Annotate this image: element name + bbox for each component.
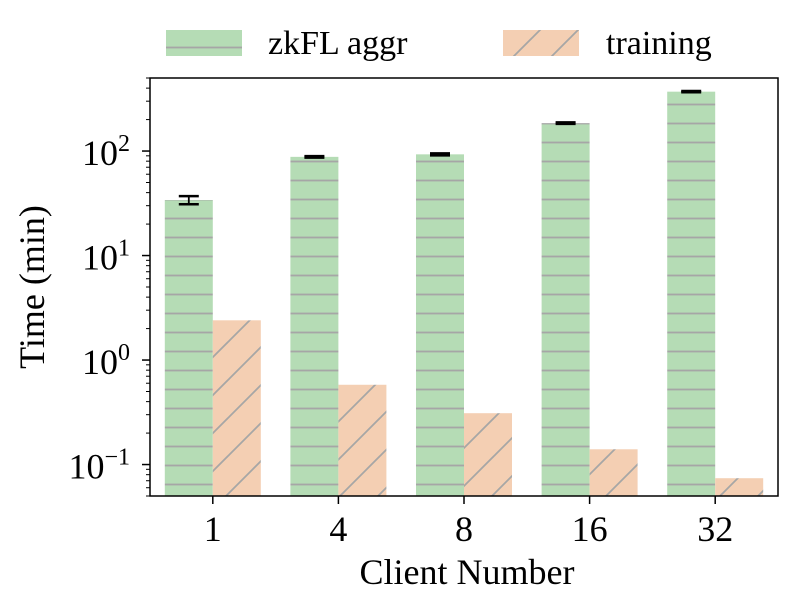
bar-zkfl-aggr-1: [164, 200, 213, 497]
y-axis: 10−1 100 101 102: [68, 77, 150, 497]
x-tick-label-32: 32: [697, 509, 733, 549]
bar-zkfl-aggr-4: [290, 156, 339, 496]
x-axis-label: Client Number: [360, 552, 575, 592]
bar-zkfl-aggr-16: [541, 123, 590, 496]
bar-zkfl-aggr-32: [667, 91, 716, 496]
y-tick-label-100: 102: [82, 131, 130, 173]
bar-training-16: [589, 449, 638, 496]
legend: zkFL aggr training: [166, 25, 712, 62]
y-tick-label-1: 100: [82, 340, 130, 382]
x-tick-label-8: 8: [455, 509, 473, 549]
legend-label-training: training: [606, 25, 712, 62]
x-tick-label-1: 1: [204, 509, 222, 549]
bar-zkfl-aggr-8: [416, 154, 464, 497]
x-tick-label-16: 16: [572, 509, 608, 549]
bar-training-32: [715, 478, 764, 496]
legend-swatch-training: [503, 30, 579, 56]
x-axis: 1 4 8 16 32: [204, 496, 733, 549]
legend-label-zkfl-aggr: zkFL aggr: [268, 25, 408, 62]
legend-swatch-zkfl-aggr: [166, 30, 242, 56]
x-tick-label-4: 4: [329, 509, 347, 549]
bar-training-8: [464, 413, 512, 496]
bars: [164, 91, 764, 497]
y-axis-label: Time (min): [12, 205, 52, 369]
error-bars: [178, 89, 702, 206]
bar-training-1: [212, 320, 261, 496]
y-tick-label-10: 101: [82, 236, 130, 278]
bar-training-4: [338, 384, 387, 496]
y-tick-label-0.1: 10−1: [68, 445, 130, 487]
